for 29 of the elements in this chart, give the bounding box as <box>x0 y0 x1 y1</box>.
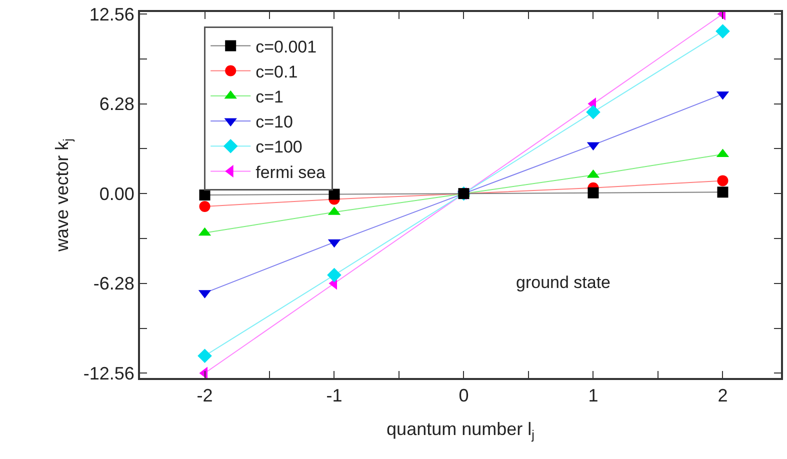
y-tick-label: 12.56 <box>89 4 134 24</box>
point <box>199 190 210 200</box>
point <box>716 24 730 38</box>
y-tick-label: 6.28 <box>99 94 134 114</box>
y-tick-label: -12.56 <box>83 363 134 384</box>
legend-label: fermi sea <box>256 162 326 182</box>
x-tick-label: 1 <box>588 386 598 406</box>
point <box>327 268 342 282</box>
x-axis-title: quantum number l$_{j}$ <box>386 419 534 442</box>
x-tick-label: -1 <box>326 386 342 406</box>
x-tick-label: -2 <box>196 386 213 406</box>
legend-label: c=1 <box>256 88 284 107</box>
y-tick-label: -6.28 <box>93 274 134 294</box>
point <box>588 187 599 198</box>
legend-label: c=10 <box>256 112 293 132</box>
y-tick-label: 0.00 <box>99 184 134 204</box>
annotation: ground state <box>516 273 611 292</box>
point <box>717 175 728 186</box>
point <box>199 366 208 378</box>
x-tick-label: 2 <box>718 386 728 406</box>
point <box>717 186 728 198</box>
legend-label: c=100 <box>256 138 302 157</box>
legend-label: c=0.001 <box>256 37 317 56</box>
point <box>328 188 340 200</box>
point <box>199 200 210 212</box>
legend-label: c=0.1 <box>256 62 298 82</box>
point <box>198 348 212 363</box>
point <box>586 104 600 120</box>
x-tick-label: 0 <box>458 386 469 406</box>
